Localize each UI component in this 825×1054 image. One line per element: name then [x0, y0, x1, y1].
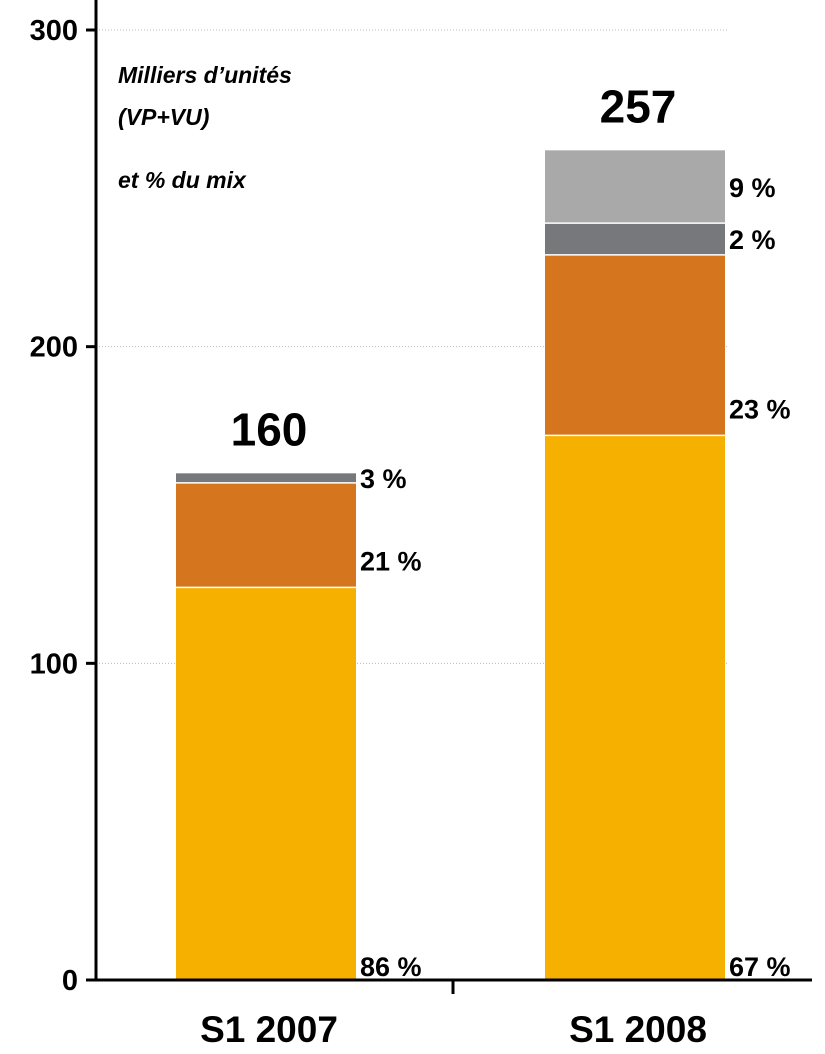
bar-segment	[176, 482, 356, 588]
bar-segment	[176, 587, 356, 980]
bar-segment	[545, 254, 725, 436]
unit-line-1: Milliers d’unités	[118, 62, 292, 88]
bar-total-label: 257	[600, 80, 677, 132]
bar-labels: 86 % 21 % 3 % 160 S1 2007 67 % 23 % 2 % 9 % 257 S1…	[200, 80, 790, 1050]
bar-segment	[545, 150, 725, 224]
x-category-label: S1 2007	[200, 1009, 338, 1050]
unit-annotation: Milliers d’unités (VP+VU) et % du mix	[118, 62, 292, 193]
bar-segment	[545, 435, 725, 980]
segment-share-label: 2 %	[729, 225, 776, 255]
bar-total-label: 160	[231, 403, 308, 455]
y-tick-label: 0	[62, 965, 78, 997]
segment-share-label: 21 %	[360, 546, 422, 576]
y-ticks: 0 100 200 300	[30, 15, 455, 997]
x-category-label: S1 2008	[569, 1009, 707, 1050]
y-tick-label: 100	[30, 648, 78, 680]
y-tick-label: 300	[30, 15, 78, 47]
bar-segment	[545, 223, 725, 255]
segment-share-label: 9 %	[729, 173, 776, 203]
unit-line-3: et % du mix	[118, 167, 247, 193]
segment-share-label: 86 %	[360, 952, 422, 982]
unit-line-2: (VP+VU)	[118, 104, 209, 130]
segment-share-label: 3 %	[360, 464, 407, 494]
bars	[176, 150, 725, 980]
segment-share-label: 23 %	[729, 394, 791, 424]
y-tick-label: 200	[30, 332, 78, 364]
bar-segment	[176, 473, 356, 483]
segment-share-label: 67 %	[729, 952, 791, 982]
